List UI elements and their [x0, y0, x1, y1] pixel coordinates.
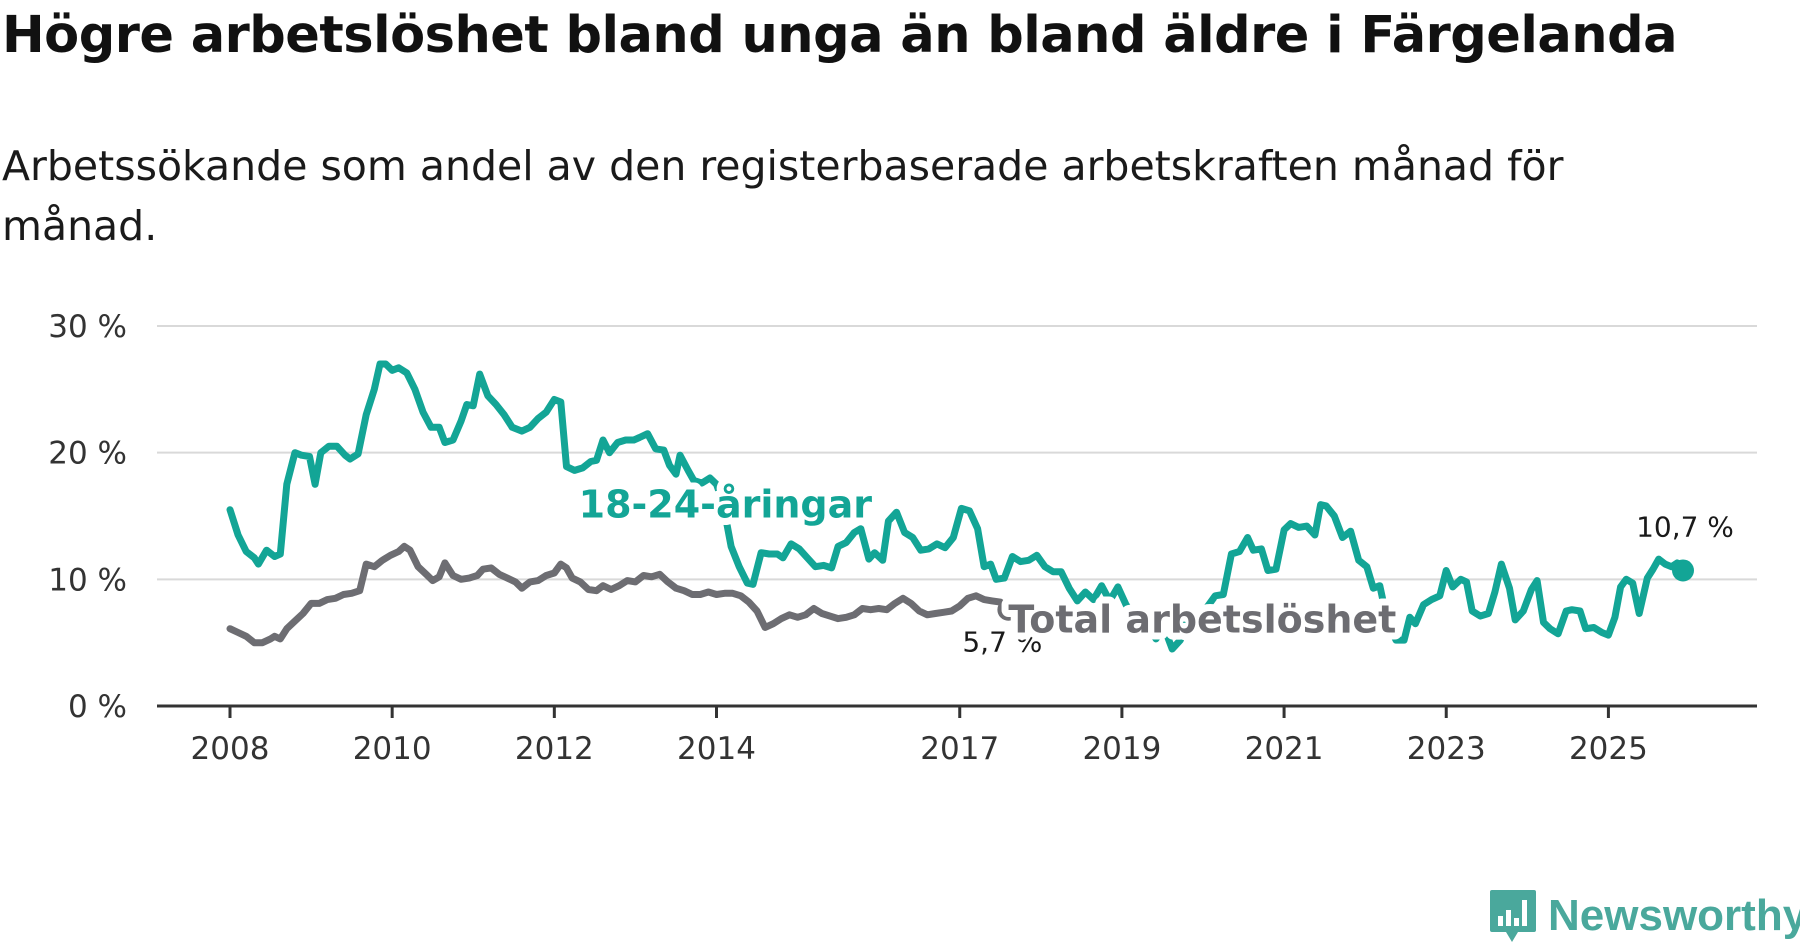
series-labels: 10,7 % 5,7 % 18-24-åringar Total arbetslösh…: [572, 475, 1734, 659]
series-label-youth: 18-24-åringar: [579, 482, 873, 526]
y-tick-label: 30 %: [48, 309, 127, 345]
chart-title: Högre arbetslöshet bland unga än bland ä…: [2, 6, 1678, 65]
x-tick-label: 2008: [191, 731, 270, 767]
series-lines: [226, 360, 1694, 653]
x-axis-ticks: 2008 2010 2012 2014 2017 2019 2021 2023 2025: [191, 706, 1648, 767]
x-tick-label: 2010: [353, 731, 432, 767]
x-tick-label: 2014: [677, 731, 756, 767]
y-axis-tick-labels: 0 % 10 % 20 % 30 %: [48, 309, 127, 725]
x-tick-label: 2023: [1407, 731, 1486, 767]
series-line-total: [226, 542, 1012, 647]
series-end-label: 5,7 %: [962, 626, 1042, 659]
y-tick-label: 20 %: [48, 436, 127, 472]
chart-subtitle: Arbetssökande som andel av den registerb…: [2, 142, 1564, 250]
newsworthy-logo: Newsworthy: [1488, 888, 1800, 944]
x-tick-label: 2012: [515, 731, 594, 767]
brand-name: Newsworthy: [1548, 891, 1800, 940]
x-tick-label: 2021: [1245, 731, 1324, 767]
bar-chart-logo-icon: [1490, 890, 1536, 942]
series-label-total: Total arbetslöshet: [1008, 598, 1396, 642]
y-tick-label: 0 %: [68, 689, 127, 725]
series-end-label: 10,7 %: [1636, 510, 1734, 543]
x-tick-label: 2019: [1082, 731, 1161, 767]
series-end-dot: [1672, 559, 1694, 582]
x-tick-label: 2017: [920, 731, 999, 767]
gridlines: [157, 325, 1757, 581]
series-line-youth: [226, 360, 1687, 653]
y-tick-label: 10 %: [48, 562, 127, 598]
x-tick-label: 2025: [1569, 731, 1648, 767]
series-end-dot: [997, 598, 1020, 621]
